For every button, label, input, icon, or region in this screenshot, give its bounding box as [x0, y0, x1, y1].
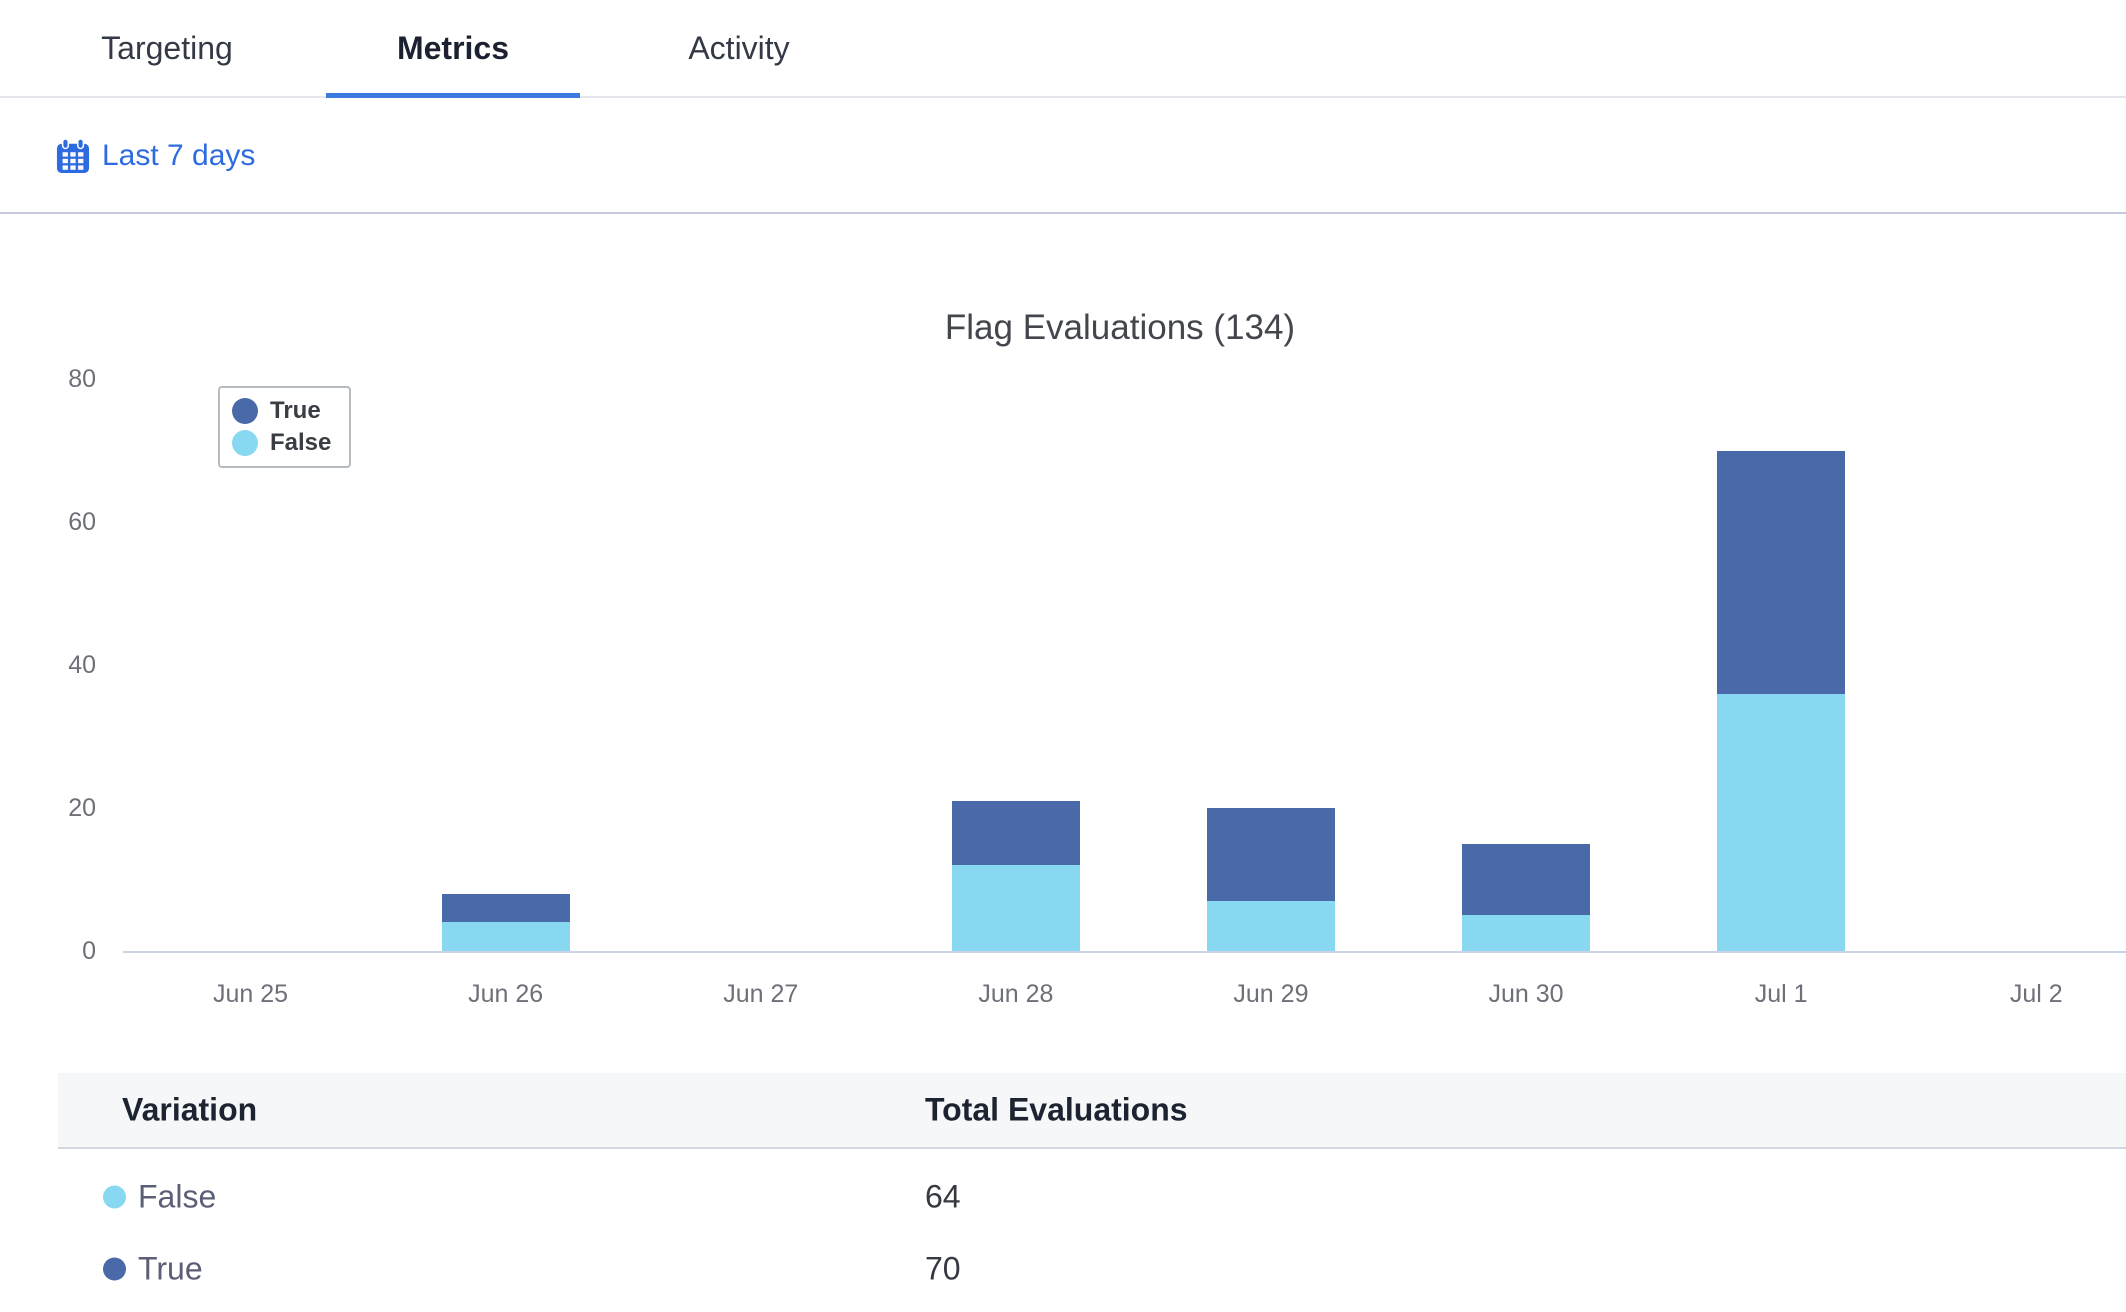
column-header-total-evaluations: Total Evaluations [925, 1091, 1188, 1128]
date-filter-row: Last 7 days [0, 100, 2126, 214]
legend-label-true: True [270, 397, 321, 424]
chart-legend: True False [218, 386, 352, 468]
y-axis-label: 60 [68, 508, 96, 536]
legend-item-true[interactable]: True [232, 396, 331, 426]
bar-jun-26[interactable] [441, 893, 570, 951]
legend-swatch-true [232, 398, 258, 424]
tab-targeting[interactable]: Targeting [40, 0, 294, 96]
variation-label: False [138, 1178, 217, 1215]
bar-jun-29[interactable] [1206, 808, 1335, 951]
chart-title: Flag Evaluations (134) [944, 308, 1296, 347]
x-axis-label: Jun 28 [978, 980, 1054, 1008]
legend-item-false[interactable]: False [232, 428, 331, 458]
tab-activity[interactable]: Activity [612, 0, 866, 96]
column-header-variation: Variation [122, 1091, 258, 1128]
date-range-selector[interactable]: Last 7 days [56, 138, 255, 174]
bar-segment-true[interactable] [951, 800, 1080, 866]
table-body: False 64 True 70 [58, 1149, 2126, 1305]
x-axis-line [123, 951, 2126, 953]
legend-swatch-false [232, 430, 258, 456]
bar-segment-false[interactable] [1462, 915, 1591, 951]
legend-label-false: False [270, 429, 332, 456]
table-row-true: True 70 [58, 1233, 2126, 1305]
variation-totals-table: Variation Total Evaluations False 64 Tru… [58, 1073, 2126, 1305]
variation-cell: True [103, 1251, 203, 1288]
variation-label: True [138, 1250, 203, 1287]
variation-cell: False [103, 1179, 216, 1216]
bar-jul-1[interactable] [1717, 450, 1846, 952]
x-axis-label: Jun 27 [723, 980, 799, 1008]
tabs-bar: Targeting Metrics Activity [0, 0, 2126, 98]
flag-evaluations-chart: Flag Evaluations (134) True False Jun 25… [0, 214, 2126, 1040]
bar-segment-true[interactable] [1717, 450, 1846, 694]
bar-segment-false[interactable] [951, 865, 1080, 951]
y-axis-label: 80 [68, 365, 96, 393]
x-axis-label: Jul 1 [1754, 980, 1808, 1008]
total-evaluations-cell: 64 [925, 1178, 961, 1215]
y-axis-label: 0 [82, 937, 96, 965]
variation-swatch-true [103, 1257, 126, 1281]
tab-targeting-label: Targeting [101, 29, 233, 66]
bar-segment-false[interactable] [441, 922, 570, 951]
x-axis-label: Jun 25 [213, 980, 289, 1008]
tab-metrics-label: Metrics [396, 29, 510, 66]
tab-activity-label: Activity [688, 29, 790, 66]
bar-segment-false[interactable] [1206, 900, 1335, 951]
x-axis-label: Jul 2 [2009, 980, 2063, 1008]
calendar-icon [56, 138, 90, 174]
y-axis-label: 40 [68, 651, 96, 679]
x-axis-label: Jun 26 [468, 980, 544, 1008]
bar-jun-28[interactable] [951, 800, 1080, 951]
table-row-false: False 64 [58, 1161, 2126, 1233]
variation-swatch-false [103, 1185, 126, 1209]
total-evaluations-cell: 70 [925, 1250, 961, 1287]
bar-segment-true[interactable] [1462, 843, 1591, 916]
active-tab-underline [326, 93, 580, 98]
table-header: Variation Total Evaluations [58, 1073, 2126, 1147]
y-axis-label: 20 [68, 794, 96, 822]
bar-jun-30[interactable] [1462, 843, 1591, 951]
x-axis-label: Jun 29 [1233, 980, 1309, 1008]
bar-segment-true[interactable] [1206, 808, 1335, 901]
bar-segment-true[interactable] [441, 893, 570, 923]
x-axis-label: Jun 30 [1488, 980, 1564, 1008]
date-range-label: Last 7 days [102, 139, 256, 172]
tab-metrics[interactable]: Metrics [326, 0, 580, 98]
table-header-divider [58, 1147, 2126, 1149]
bar-segment-false[interactable] [1717, 693, 1846, 951]
